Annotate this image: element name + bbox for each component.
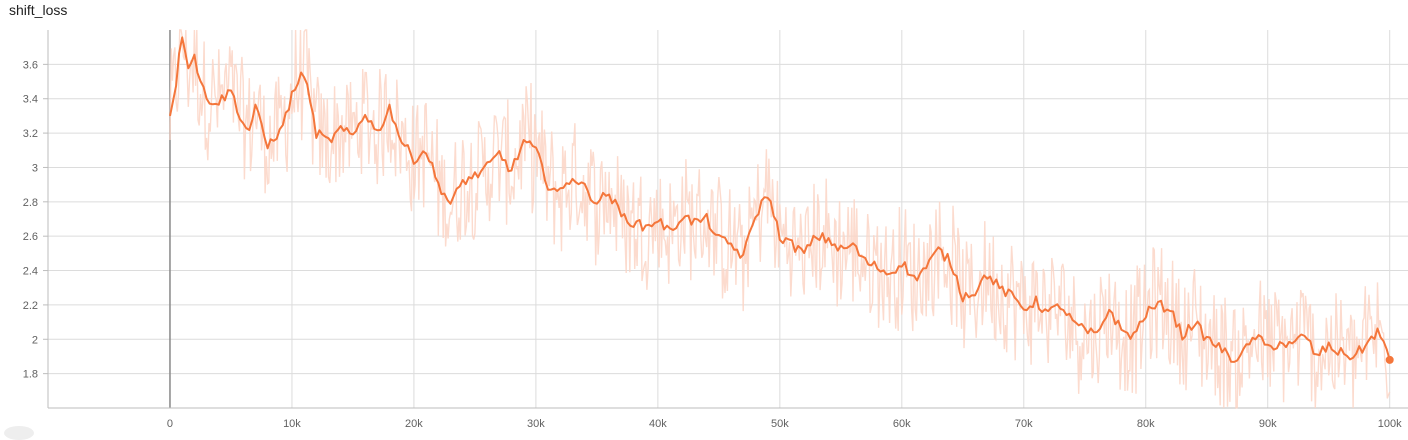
y-tick-label: 2.2 [23,300,38,312]
x-tick-label: 100k [1378,418,1402,430]
chart-title: shift_loss [9,2,68,18]
x-axis-ticks: 0 10k 20k 30k 40k 50k 60k 70k 80k 90k 100k [167,418,1402,430]
y-tick-label: 3 [32,162,38,174]
x-tick-label: 20k [405,418,423,430]
x-tick-label: 70k [1015,418,1033,430]
grid-lines [47,30,1408,409]
y-tick-label: 3.6 [23,59,38,71]
x-tick-label: 80k [1137,418,1155,430]
y-axis-ticks: 1.8 2 2.2 2.4 2.6 2.8 3 3.2 3.4 3.6 [23,59,48,381]
y-tick-label: 2.8 [23,197,38,209]
x-tick-label: 30k [527,418,545,430]
raw-series-line [169,29,1391,409]
raw-loss-trace [169,29,1391,409]
y-tick-label: 2.6 [23,231,38,243]
x-tick-label: 40k [649,418,667,430]
scroll-handle[interactable] [4,426,34,440]
y-tick-label: 1.8 [23,369,38,381]
x-tick-label: 60k [893,418,911,430]
y-tick-label: 3.2 [23,128,38,140]
y-tick-label: 2 [32,334,38,346]
x-tick-label: 0 [167,418,173,430]
smoothed-loss-trace [169,36,1394,364]
smoothed-series-line [169,36,1391,363]
x-tick-label: 90k [1259,418,1277,430]
x-tick-label: 50k [771,418,789,430]
y-tick-label: 3.4 [23,94,38,106]
series-end-marker [1385,355,1394,364]
y-tick-label: 2.4 [23,266,38,278]
x-tick-label: 10k [283,418,301,430]
